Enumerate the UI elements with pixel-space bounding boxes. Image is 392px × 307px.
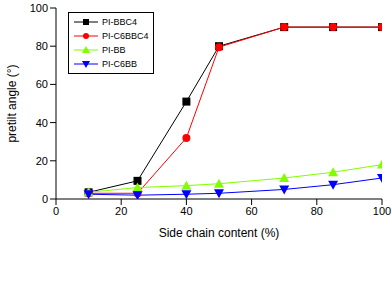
- svg-text:20: 20: [115, 205, 127, 217]
- svg-text:40: 40: [36, 117, 48, 129]
- svg-text:pretilt angle (°): pretilt angle (°): [8, 64, 19, 142]
- svg-text:80: 80: [36, 40, 48, 52]
- svg-text:Side chain content (%): Side chain content (%): [159, 226, 280, 240]
- html-text:PI-C6BBC4: PI-C6BBC4: [102, 31, 149, 41]
- svg-text:80: 80: [311, 205, 323, 217]
- svg-text:60: 60: [36, 78, 48, 90]
- svg-text:20: 20: [36, 155, 48, 167]
- svg-text:100: 100: [30, 2, 48, 14]
- html-text:PI-BB: PI-BB: [102, 45, 126, 55]
- svg-text:100: 100: [373, 205, 384, 217]
- svg-text:40: 40: [180, 205, 192, 217]
- html-text:PI-BBC4: PI-BBC4: [102, 17, 137, 27]
- svg-text:0: 0: [53, 205, 59, 217]
- svg-text:60: 60: [245, 205, 257, 217]
- html-text:PI-C6BB: PI-C6BB: [102, 59, 137, 69]
- svg-text:0: 0: [42, 193, 48, 205]
